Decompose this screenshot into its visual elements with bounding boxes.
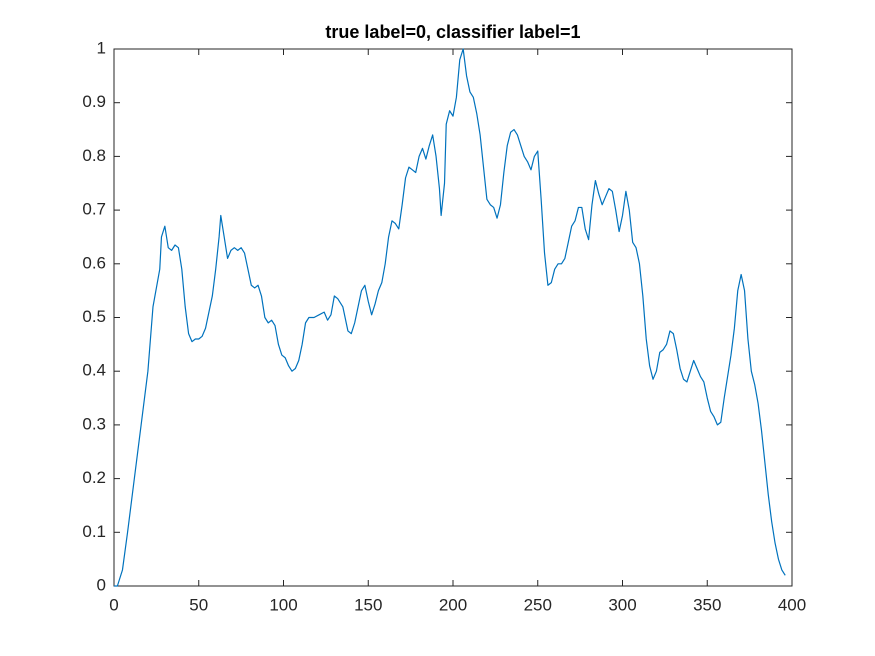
x-tick-label: 400 xyxy=(778,595,806,614)
y-tick-label: 0.9 xyxy=(82,92,106,111)
x-tick-label: 350 xyxy=(693,595,721,614)
y-tick-label: 0.1 xyxy=(82,522,106,541)
x-tick-label: 100 xyxy=(269,595,297,614)
x-tick-label: 50 xyxy=(189,595,208,614)
y-tick-label: 0.7 xyxy=(82,200,106,219)
x-tick-label: 300 xyxy=(608,595,636,614)
x-tick-label: 150 xyxy=(354,595,382,614)
y-tick-label: 0.5 xyxy=(82,307,106,326)
y-tick-label: 0.3 xyxy=(82,414,106,433)
data-line xyxy=(114,48,786,587)
plot-area xyxy=(113,48,793,587)
y-tick-label: 0.2 xyxy=(82,468,106,487)
y-tick-label: 0.8 xyxy=(82,146,106,165)
chart-title: true label=0, classifier label=1 xyxy=(325,22,580,42)
y-tick-label: 1 xyxy=(97,38,106,57)
x-tick-label: 200 xyxy=(439,595,467,614)
x-tick-label: 250 xyxy=(524,595,552,614)
y-tick-label: 0 xyxy=(97,575,106,594)
y-tick-label: 0.6 xyxy=(82,253,106,272)
x-tick-label: 0 xyxy=(109,595,118,614)
y-tick-label: 0.4 xyxy=(82,361,106,380)
